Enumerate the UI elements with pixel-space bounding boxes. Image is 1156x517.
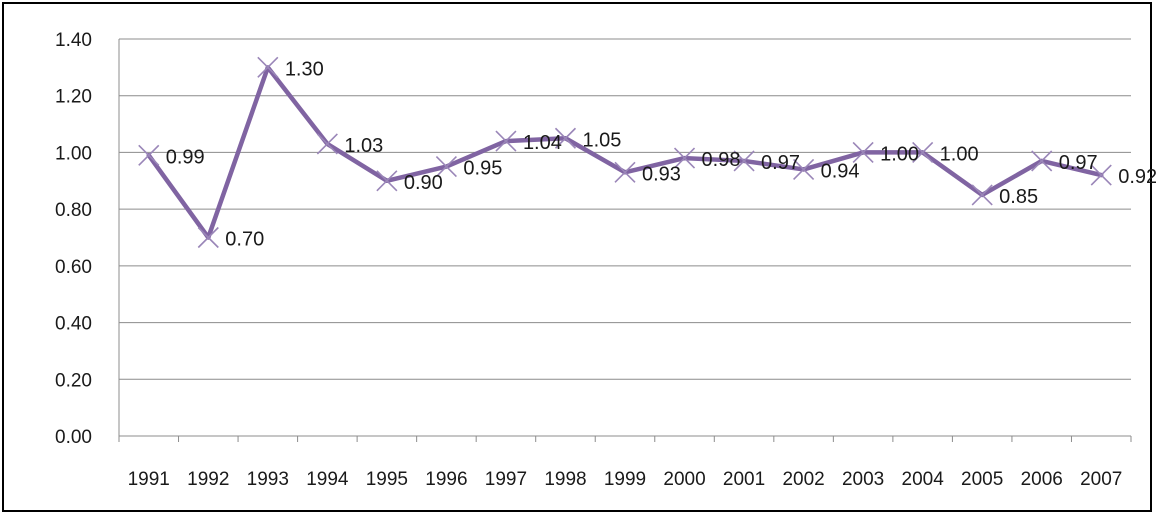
gridlines — [119, 38, 1131, 380]
data-label: 0.99 — [166, 146, 205, 168]
y-tick-label: 0.60 — [55, 257, 92, 278]
data-point-marker — [733, 150, 755, 172]
x-tick-label: 2004 — [902, 469, 945, 490]
data-point-marker — [257, 56, 279, 78]
data-point-marker — [971, 184, 993, 206]
data-label: 0.90 — [404, 172, 443, 194]
y-tick-label: 0.80 — [55, 200, 92, 221]
y-tick-label: 1.40 — [55, 30, 92, 51]
y-tick-label: 1.00 — [55, 143, 92, 164]
y-tick-label: 0.20 — [55, 370, 92, 391]
data-label: 1.03 — [344, 135, 383, 157]
x-axis-ticks: 1991 1992 1993 1994 1995 1996 1997 1998 1999 2000… — [128, 469, 1123, 490]
x-tick-label: 1991 — [128, 469, 170, 490]
x-tick-label: 1996 — [425, 469, 467, 490]
y-tick-label: 0.40 — [55, 314, 92, 335]
data-label: 1.00 — [880, 143, 919, 165]
x-tick-label: 2007 — [1080, 469, 1122, 490]
data-point-marker — [435, 156, 457, 178]
data-label: 1.30 — [285, 58, 324, 80]
y-tick-label: 1.20 — [55, 87, 92, 108]
data-point-marker — [197, 226, 219, 249]
x-tick-label: 2003 — [842, 469, 884, 490]
data-label: 0.94 — [821, 160, 860, 182]
data-labels-group: 0.99 0.70 1.30 1.03 0.90 0.95 1.04 1.05 0.93 0.98… — [166, 58, 1156, 250]
data-label: 1.00 — [940, 143, 979, 165]
data-point-marker — [554, 127, 577, 149]
data-point-marker — [852, 141, 874, 163]
x-tick-label: 2006 — [1021, 469, 1063, 490]
x-tick-label: 1998 — [544, 469, 586, 490]
data-label: 0.93 — [642, 163, 681, 185]
data-point-marker — [138, 144, 160, 166]
data-label: 0.95 — [463, 158, 502, 180]
data-label: 0.85 — [999, 186, 1038, 208]
data-point-marker — [793, 158, 815, 181]
axes — [118, 39, 1132, 442]
data-label: 0.97 — [761, 152, 800, 174]
x-tick-label: 1993 — [247, 469, 289, 490]
data-point-marker — [614, 161, 636, 183]
x-tick-label: 2001 — [723, 469, 765, 490]
data-label: 1.05 — [582, 129, 621, 151]
x-tick-label: 2000 — [663, 469, 705, 490]
x-tick-label: 1994 — [306, 469, 349, 490]
x-tick-label: 1999 — [604, 469, 646, 490]
data-point-marker — [316, 133, 338, 155]
data-point-marker — [673, 147, 696, 169]
x-tick-label: 2002 — [782, 469, 824, 490]
markers-group — [138, 56, 1112, 249]
data-label: 0.92 — [1118, 166, 1156, 188]
x-tick-label: 1995 — [366, 469, 408, 490]
data-point-marker — [1031, 150, 1053, 172]
x-tick-label: 1992 — [187, 469, 229, 490]
data-point-marker — [495, 130, 517, 152]
y-tick-label: 0.00 — [55, 427, 92, 448]
data-label: 0.98 — [702, 149, 741, 171]
data-point-marker — [912, 141, 934, 163]
x-tick-label: 1997 — [485, 469, 527, 490]
data-point-marker — [1090, 164, 1112, 186]
data-label: 0.70 — [225, 229, 264, 251]
data-point-marker — [376, 170, 398, 192]
x-tick-label: 2005 — [961, 469, 1003, 490]
y-axis-ticks: 0.00 0.20 0.40 0.60 0.80 1.00 1.20 1.40 — [55, 30, 92, 448]
data-label: 0.97 — [1059, 152, 1098, 174]
data-label: 1.04 — [523, 132, 562, 154]
